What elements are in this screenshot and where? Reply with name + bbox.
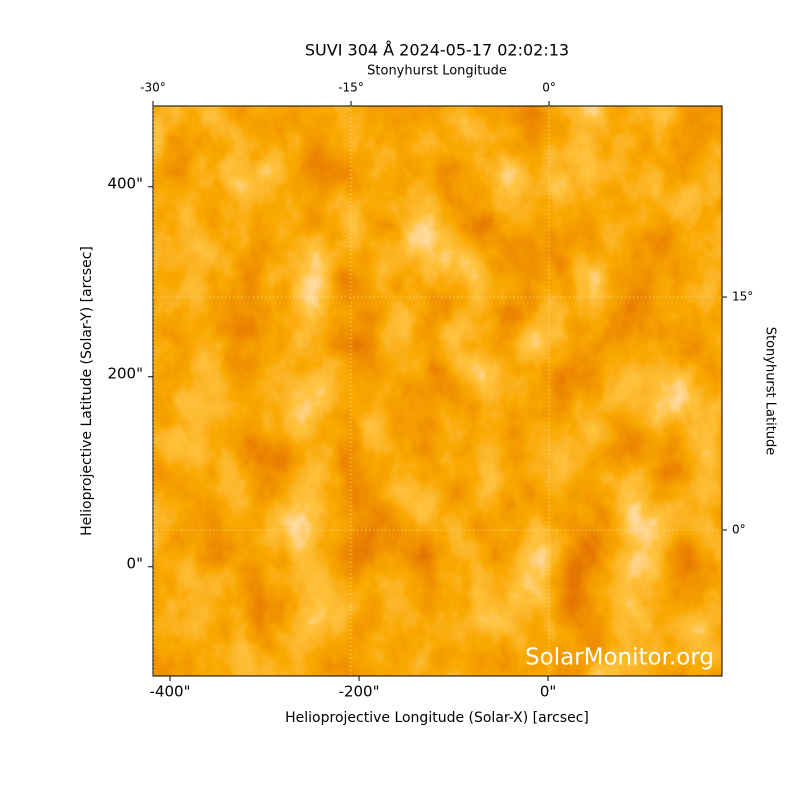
x-axis-label: Helioprojective Longitude (Solar-X) [arc…	[285, 710, 589, 726]
watermark: SolarMonitor.org	[525, 645, 714, 671]
x2-tick-label: -15°	[338, 81, 364, 95]
solar-image	[153, 106, 722, 676]
y-tick-label: 400"	[107, 174, 143, 192]
y-axis-label: Helioprojective Latitude (Solar-Y) [arcs…	[79, 246, 95, 536]
x2-tick-label: 0°	[542, 81, 556, 95]
x-tick-label: -200"	[339, 683, 380, 701]
x2-axis-label: Stonyhurst Longitude	[367, 64, 507, 79]
x-tick-label: 0"	[540, 683, 556, 701]
chart-title: SUVI 304 Å 2024-05-17 02:02:13	[305, 41, 569, 60]
x-tick-label: -400"	[150, 683, 191, 701]
y2-axis-label: Stonyhurst Latitude	[763, 327, 778, 456]
y2-tick-label: 0°	[732, 523, 746, 537]
y2-tick-label: 15°	[732, 290, 753, 304]
y-tick-label: 200"	[107, 364, 143, 382]
y-tick-label: 0"	[127, 554, 143, 572]
x2-tick-label: -30°	[140, 81, 166, 95]
